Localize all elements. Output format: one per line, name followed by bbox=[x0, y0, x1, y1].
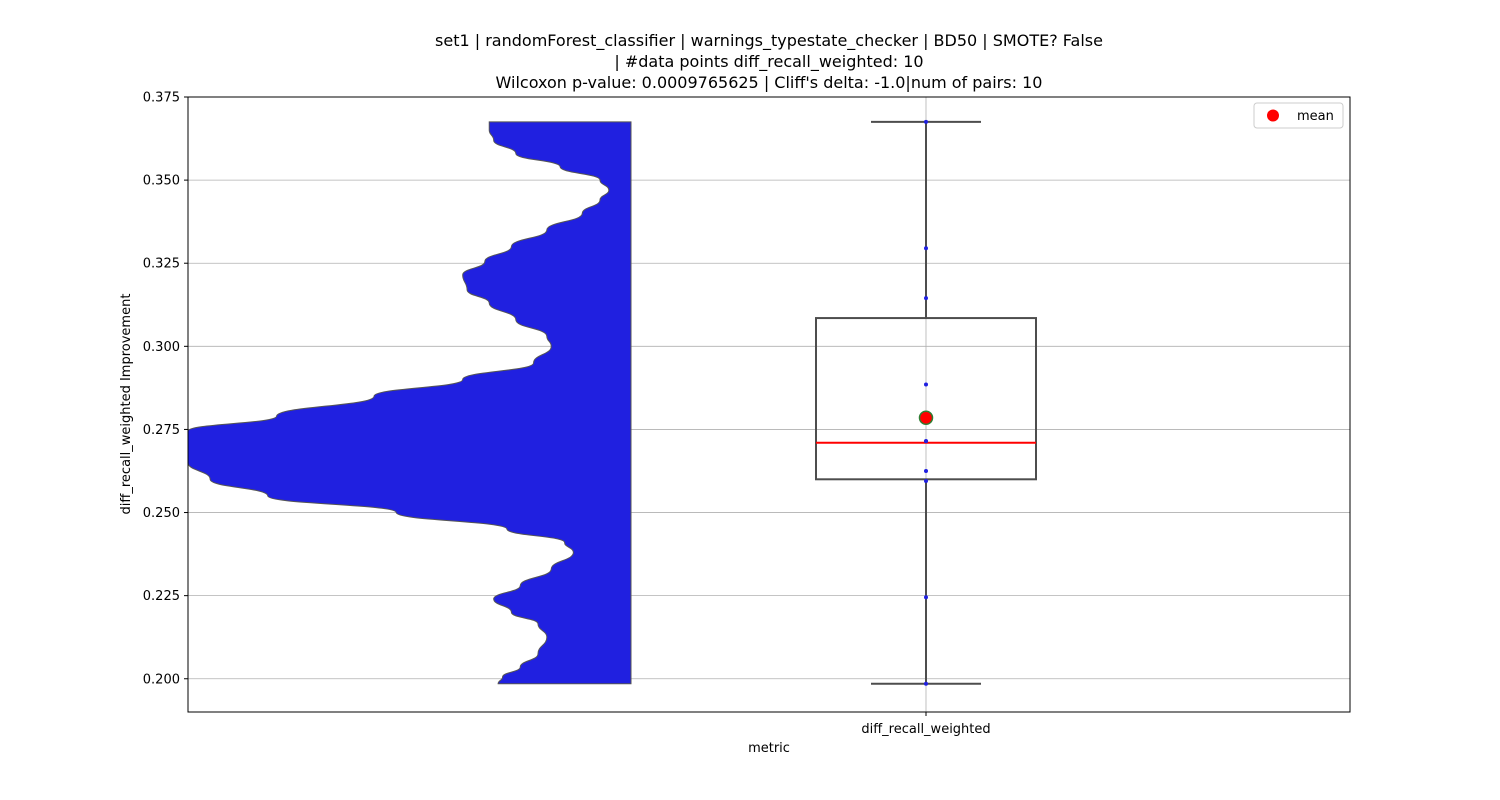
legend-mean-marker bbox=[1267, 109, 1279, 122]
data-point bbox=[924, 382, 928, 387]
data-point bbox=[924, 296, 928, 301]
data-point bbox=[924, 681, 928, 686]
chart-title-line-2: | #data points diff_recall_weighted: 10 bbox=[614, 52, 923, 72]
violin-layer bbox=[187, 121, 632, 685]
y-tick-label: 0.200 bbox=[143, 672, 180, 687]
y-axis-label: diff_recall_weighted Improvement bbox=[119, 294, 134, 515]
data-point bbox=[924, 468, 928, 473]
axes-frame bbox=[187, 96, 1351, 713]
x-axis-label: metric bbox=[748, 741, 790, 756]
data-point bbox=[924, 246, 928, 251]
data-point bbox=[924, 478, 928, 483]
data-point bbox=[924, 595, 928, 600]
y-tick-label: 0.300 bbox=[143, 340, 180, 355]
chart-title-line-1: set1 | randomForest_classifier | warning… bbox=[435, 31, 1103, 51]
violin-shape bbox=[187, 121, 632, 685]
y-tick-label: 0.325 bbox=[143, 257, 180, 272]
data-points bbox=[918, 119, 934, 686]
x-tick-label: diff_recall_weighted bbox=[861, 722, 990, 737]
y-axis: 0.200 0.225 0.250 0.275 0.300 0.325 0.350 0.375 bbox=[143, 91, 188, 687]
data-point bbox=[924, 119, 928, 124]
chart-title-line-3: Wilcoxon p-value: 0.0009765625 | Cliff's… bbox=[496, 73, 1043, 92]
y-tick-label: 0.275 bbox=[143, 423, 180, 438]
y-tick-label: 0.225 bbox=[143, 589, 180, 604]
y-tick-label: 0.250 bbox=[143, 506, 180, 521]
legend: mean bbox=[1253, 102, 1344, 129]
legend-mean-label: mean bbox=[1297, 109, 1334, 124]
data-point bbox=[924, 439, 928, 444]
x-axis: diff_recall_weighted bbox=[861, 712, 991, 737]
mean-marker bbox=[918, 410, 934, 426]
legend-box bbox=[1253, 102, 1344, 129]
y-tick-label: 0.375 bbox=[143, 91, 180, 106]
y-tick-label: 0.350 bbox=[143, 174, 180, 189]
